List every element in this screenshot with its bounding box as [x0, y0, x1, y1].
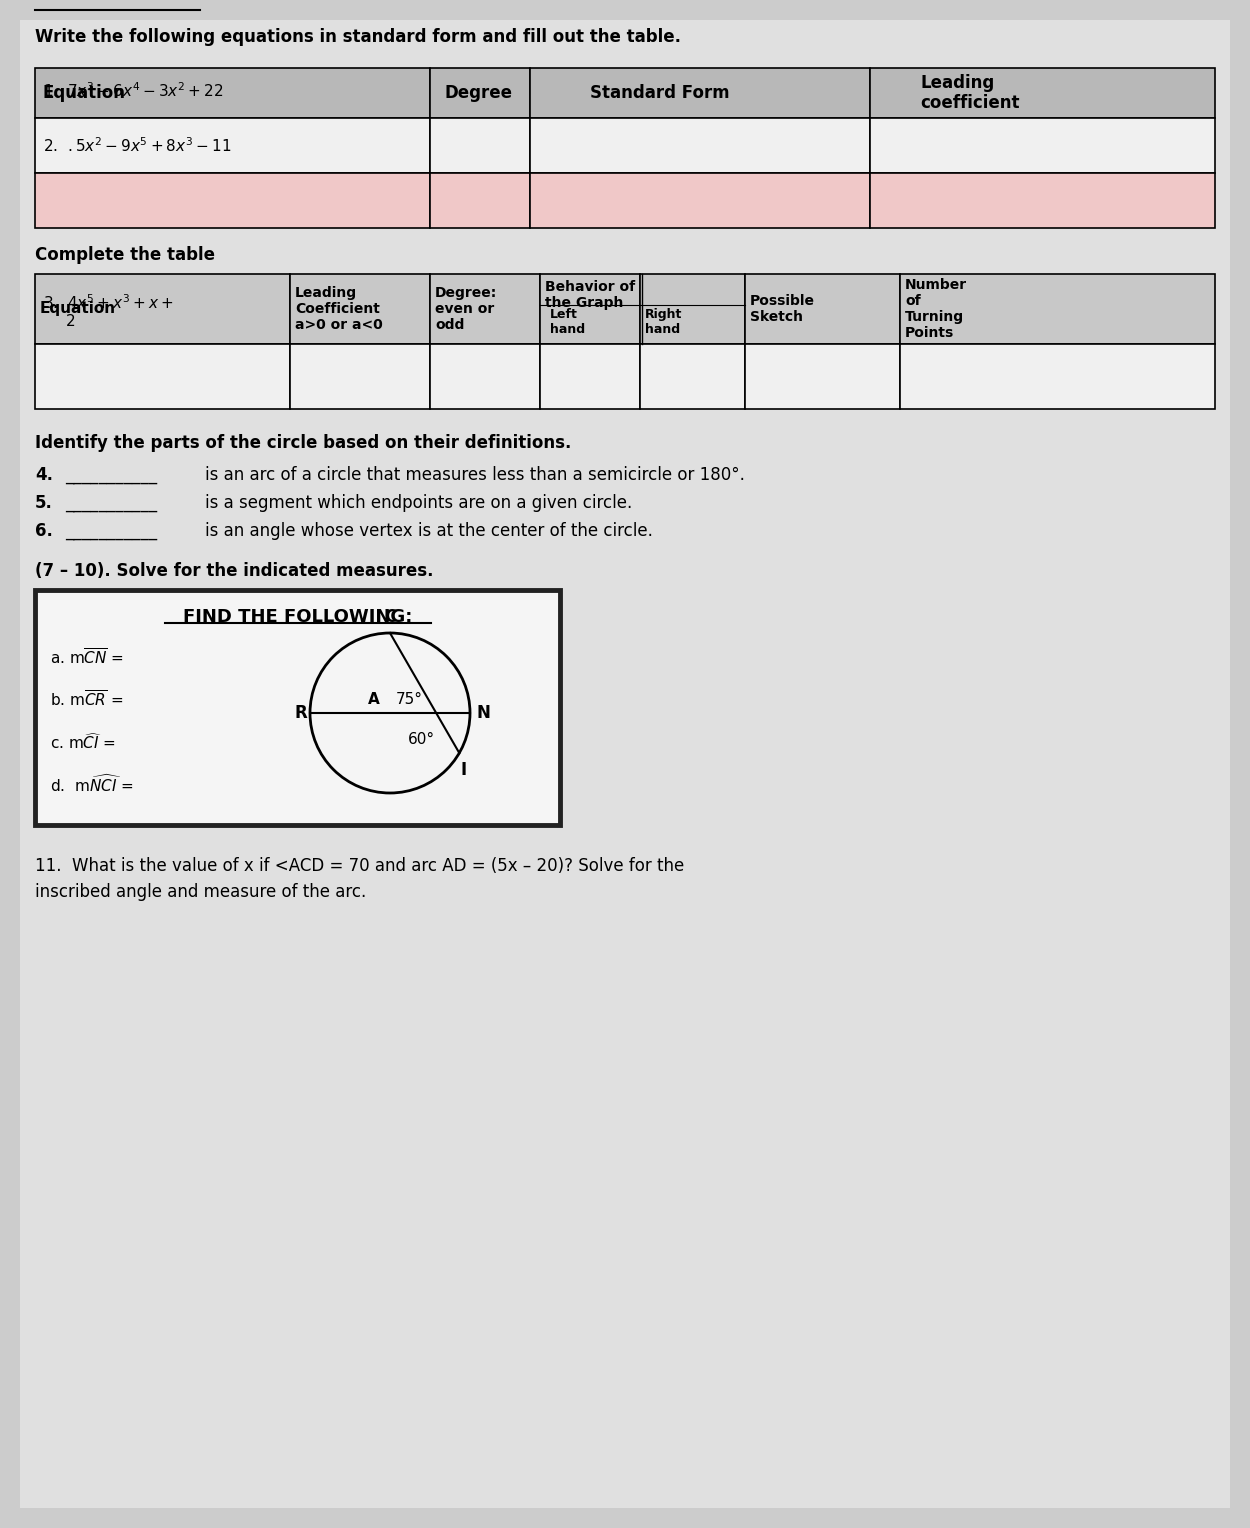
Text: 11.  What is the value of x if <ACD = 70 and arc AD = (5x – 20)? Solve for the: 11. What is the value of x if <ACD = 70 …: [35, 857, 684, 876]
Bar: [745, 274, 900, 344]
Text: Possible
Sketch: Possible Sketch: [750, 293, 815, 324]
Text: Complete the table: Complete the table: [35, 246, 215, 264]
Bar: [35, 274, 290, 344]
Text: 3.  $4x^5+x^3 +x +$: 3. $4x^5+x^3 +x +$: [42, 293, 174, 312]
Text: R: R: [295, 704, 308, 723]
Text: Identify the parts of the circle based on their definitions.: Identify the parts of the circle based o…: [35, 434, 571, 452]
Text: ___________: ___________: [65, 466, 158, 484]
Text: 2.  $.5x^2- 9x^5+ 8x^3 - 11$: 2. $.5x^2- 9x^5+ 8x^3 - 11$: [42, 136, 231, 154]
Text: Left
hand: Left hand: [550, 309, 585, 336]
Bar: [430, 69, 530, 118]
Text: Leading
Coefficient
a>0 or a<0: Leading Coefficient a>0 or a<0: [295, 286, 382, 332]
Text: 60°: 60°: [408, 732, 435, 747]
Text: Number
of
Turning
Points: Number of Turning Points: [905, 278, 968, 341]
Text: N: N: [478, 704, 491, 723]
Bar: [35, 344, 290, 410]
Text: FIND THE FOLLOWING:: FIND THE FOLLOWING:: [182, 608, 412, 626]
Text: ___________: ___________: [65, 523, 158, 539]
Text: a. m$\overline{CN}$ =: a. m$\overline{CN}$ =: [50, 648, 124, 668]
Text: C: C: [384, 608, 396, 626]
Text: 4.: 4.: [35, 466, 52, 484]
Text: Right
hand: Right hand: [645, 309, 682, 336]
Text: d.  m$\widehat{NCI}$ =: d. m$\widehat{NCI}$ =: [50, 775, 134, 795]
Text: c. m$\widehat{CI}$ =: c. m$\widehat{CI}$ =: [50, 732, 116, 752]
Bar: [35, 590, 560, 825]
Text: $2$: $2$: [65, 313, 75, 330]
Bar: [35, 173, 430, 228]
Text: is an angle whose vertex is at the center of the circle.: is an angle whose vertex is at the cente…: [205, 523, 652, 539]
Text: Write the following equations in standard form and fill out the table.: Write the following equations in standar…: [35, 28, 681, 46]
Text: Equation: Equation: [42, 84, 126, 102]
Bar: [900, 344, 1215, 410]
Text: Standard Form: Standard Form: [590, 84, 730, 102]
Bar: [430, 173, 530, 228]
Bar: [870, 173, 1215, 228]
Text: I: I: [460, 761, 466, 779]
Bar: [35, 118, 430, 173]
Text: 1.  $7x^3- 6x^4- 3x^2 + 22$: 1. $7x^3- 6x^4- 3x^2 + 22$: [42, 81, 224, 99]
Text: Equation: Equation: [40, 301, 116, 316]
Bar: [870, 69, 1215, 118]
Text: b. m$\overline{CR}$ =: b. m$\overline{CR}$ =: [50, 691, 124, 711]
Text: inscribed angle and measure of the arc.: inscribed angle and measure of the arc.: [35, 883, 366, 902]
Bar: [530, 173, 870, 228]
Bar: [35, 69, 430, 118]
Bar: [290, 344, 430, 410]
Text: ___________: ___________: [65, 494, 158, 512]
Text: Degree: Degree: [445, 84, 512, 102]
Text: 75°: 75°: [396, 692, 422, 706]
Bar: [900, 274, 1215, 344]
Bar: [640, 344, 745, 410]
Bar: [530, 69, 870, 118]
Bar: [430, 118, 530, 173]
Bar: [640, 274, 745, 344]
Bar: [540, 344, 640, 410]
Bar: [745, 344, 900, 410]
Bar: [430, 274, 540, 344]
Text: (7 – 10). Solve for the indicated measures.: (7 – 10). Solve for the indicated measur…: [35, 562, 434, 581]
Bar: [290, 274, 430, 344]
Text: A: A: [369, 692, 380, 707]
Text: is an arc of a circle that measures less than a semicircle or 180°.: is an arc of a circle that measures less…: [205, 466, 745, 484]
Text: Leading
coefficient: Leading coefficient: [920, 73, 1020, 113]
Text: Degree:
even or
odd: Degree: even or odd: [435, 286, 498, 332]
Text: 6.: 6.: [35, 523, 52, 539]
Bar: [530, 118, 870, 173]
Bar: [870, 118, 1215, 173]
Bar: [540, 274, 640, 344]
Text: is a segment which endpoints are on a given circle.: is a segment which endpoints are on a gi…: [205, 494, 632, 512]
Text: 5.: 5.: [35, 494, 52, 512]
Bar: [430, 344, 540, 410]
Text: Behavior of
the Graph: Behavior of the Graph: [545, 280, 635, 310]
